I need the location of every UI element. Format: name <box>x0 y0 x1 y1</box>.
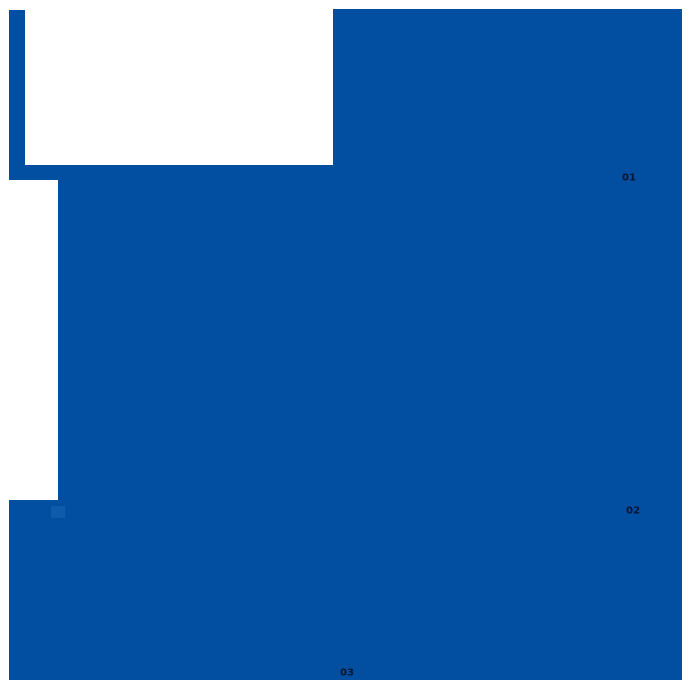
blue-horizontal-strip <box>9 165 682 180</box>
callout-label-01: 01 <box>622 171 637 184</box>
callout-label-02: 02 <box>626 504 641 517</box>
light-blue-square <box>51 506 65 518</box>
blue-vertical-bar <box>9 10 25 179</box>
blue-middle-block <box>58 179 682 501</box>
blue-bottom-block <box>9 500 682 680</box>
callout-label-03: 03 <box>340 666 355 679</box>
blue-top-right-block <box>333 9 682 166</box>
